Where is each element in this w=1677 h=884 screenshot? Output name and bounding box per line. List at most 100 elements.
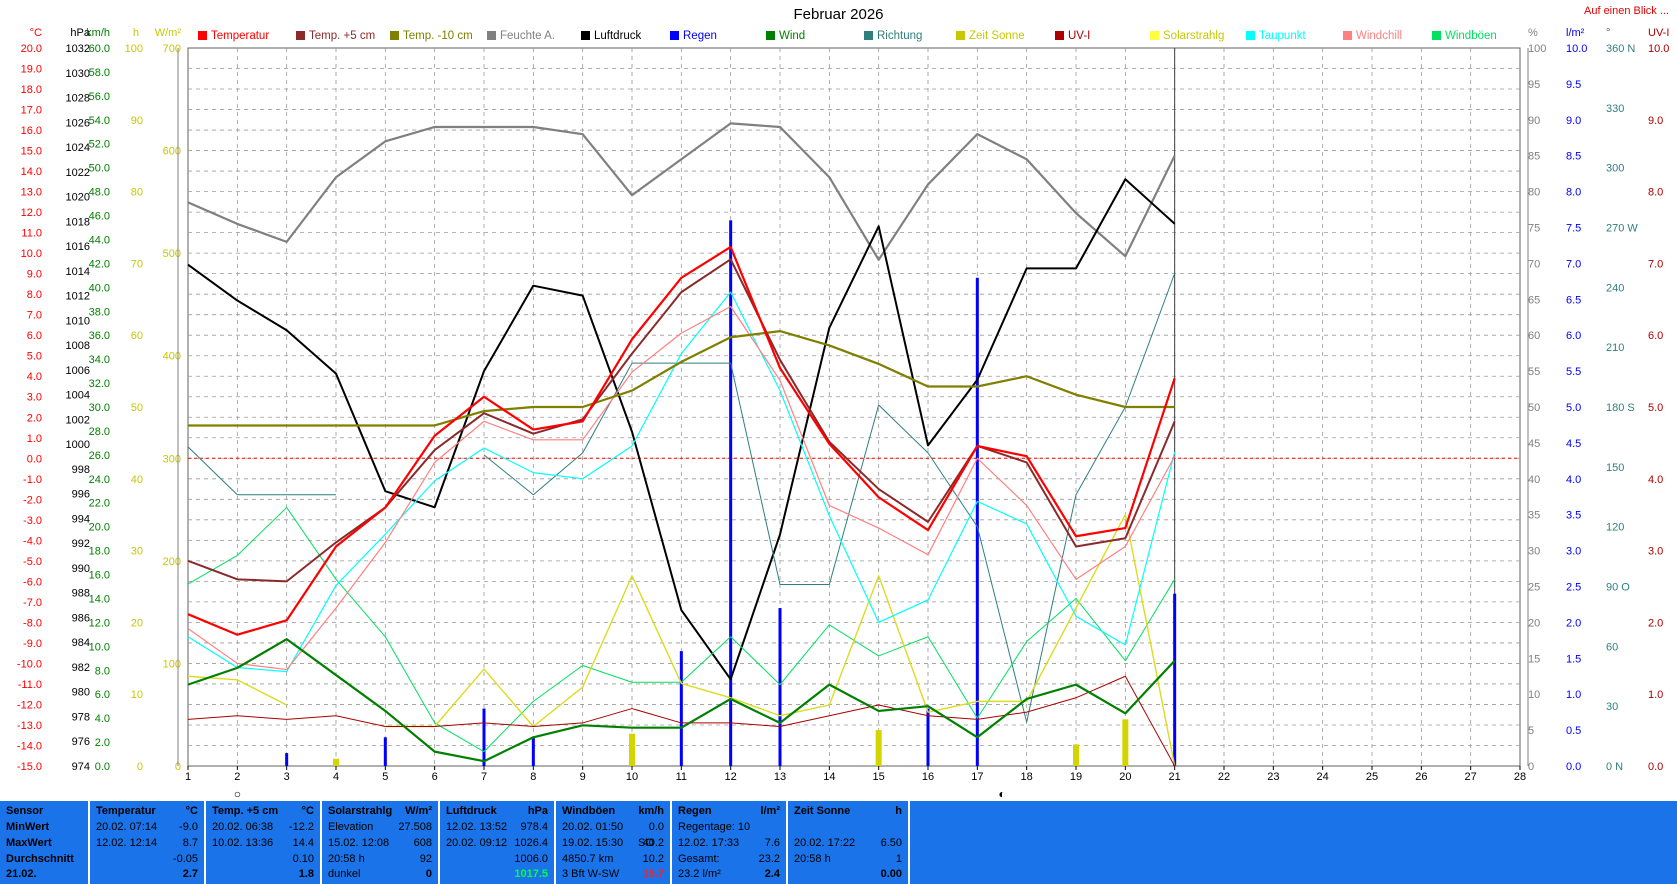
sensor-min-label: MinWert	[6, 821, 50, 833]
legend-label: Windböen	[1445, 30, 1497, 42]
windboeen-unit: km/h	[638, 805, 664, 817]
axis-tick-right: 2.0	[1566, 617, 1581, 629]
axis-tick-left: 11.0	[21, 228, 42, 240]
x-tick-label: 19	[1070, 771, 1082, 783]
sun-bar	[1122, 719, 1129, 766]
axis-unit-left: hPa	[70, 27, 90, 39]
series-line-taupunkt	[187, 291, 1176, 673]
axis-tick-left: -7.0	[23, 597, 42, 609]
axis-tick-left: 100	[163, 658, 181, 670]
x-tick-label: 1	[185, 771, 191, 783]
axis-tick-left: 994	[72, 513, 90, 525]
axis-tick-left: 42.0	[89, 258, 110, 270]
axis-tick-left: 30.0	[89, 402, 110, 414]
axis-unit-right: %	[1528, 27, 1538, 39]
axis-unit-left: W/m²	[155, 27, 182, 39]
luftdruck-unit: hPa	[527, 805, 548, 817]
axis-tick-left: 990	[72, 563, 90, 575]
axis-tick-right: 1.0	[1648, 689, 1663, 701]
legend-label: Windchill	[1356, 30, 1403, 42]
temp5-header: Temp. +5 cm	[212, 805, 279, 817]
solar-elevation-label: Elevation	[328, 821, 374, 833]
sonne-daylength: 20:58 h	[794, 853, 831, 865]
series-line-zeit-sonne	[385, 514, 1176, 767]
legend-item[interactable]: Windchill	[1343, 30, 1402, 42]
temp5-max-value: 14.4	[292, 837, 314, 849]
regen-total-value: 23.2	[758, 853, 780, 865]
legend-item[interactable]: Temperatur	[198, 30, 269, 42]
legend-item[interactable]: Feuchte A.	[487, 30, 555, 42]
axis-tick-right: 75	[1528, 223, 1540, 235]
axis-tick-right: 35	[1528, 510, 1540, 522]
legend-item[interactable]: Luftdruck	[581, 30, 641, 42]
axis-tick-right: 1.5	[1566, 653, 1581, 665]
series-line-uv-i	[187, 675, 1176, 767]
legend-swatch	[670, 31, 679, 40]
legend-label: Solarstrahlg	[1163, 30, 1225, 42]
rain-bar	[679, 651, 683, 766]
axis-tick-left: 0	[137, 761, 143, 773]
x-tick-label: 21	[1169, 771, 1181, 783]
axis-tick-left: 4.0	[95, 713, 110, 725]
regen-current-value: 2.4	[764, 868, 780, 880]
legend-item[interactable]: Solarstrahlg	[1150, 30, 1224, 42]
legend-label: Temp. -10 cm	[403, 30, 473, 42]
legend-label: Regen	[683, 30, 717, 42]
axis-tick-right: 3.5	[1566, 510, 1581, 522]
axis-tick-right: 5.0	[1566, 402, 1581, 414]
axis-tick-left: 2.0	[27, 412, 42, 424]
axis-tick-right: 1.0	[1566, 689, 1581, 701]
axis-tick-right: 90 O	[1606, 582, 1630, 594]
legend-item[interactable]: Taupunkt	[1246, 30, 1306, 42]
axis-tick-right: 0.5	[1566, 725, 1581, 737]
axis-tick-left: 1024	[66, 142, 90, 154]
axis-tick-left: 50.0	[89, 163, 110, 175]
windboeen-header: Windböen	[562, 805, 616, 817]
x-tick-label: 2	[234, 771, 240, 783]
axis-tick-left: 54.0	[89, 115, 110, 127]
windboeen-max-value: 40.2	[642, 837, 664, 849]
axis-tick-left: -9.0	[23, 638, 42, 650]
axis-tick-right: 4.5	[1566, 438, 1581, 450]
regen-max-value: 7.6	[764, 837, 780, 849]
axis-tick-left: 40	[131, 474, 143, 486]
axis-tick-right: 8.5	[1566, 151, 1581, 163]
solar-state: dunkel	[328, 868, 361, 880]
legend-item[interactable]: Richtung	[864, 30, 922, 42]
axis-tick-left: 7.0	[27, 310, 42, 322]
legend-swatch	[1432, 31, 1441, 40]
series-line-temp-5-cm	[187, 258, 1176, 583]
legend-item[interactable]: Regen	[670, 30, 717, 42]
axis-tick-right: 85	[1528, 151, 1540, 163]
axis-tick-left: -13.0	[17, 720, 42, 732]
axis-tick-left: -2.0	[23, 494, 42, 506]
axis-unit-right: UV-I	[1648, 27, 1669, 39]
weather-chart: 1 2 3 4 5 6 7 8 9 10 11 12 13 14 15 16 17 18 19 20 21 22 23 24 2…	[17, 27, 1670, 800]
legend-item[interactable]: Temp. +5 cm	[296, 30, 375, 42]
sensor-avg-label: Durchschnitt	[6, 853, 74, 865]
axis-tick-left: 3.0	[27, 392, 42, 404]
axis-tick-left: 1020	[66, 192, 90, 204]
legend-item[interactable]: Zeit Sonne	[956, 30, 1025, 42]
axis-tick-right: 55	[1528, 366, 1540, 378]
axis-tick-right: 10	[1528, 689, 1540, 701]
axis-tick-right: 0 N	[1606, 761, 1623, 773]
axis-tick-left: -5.0	[23, 556, 42, 568]
legend-swatch	[1246, 31, 1255, 40]
regen-days: Regentage: 10	[678, 821, 751, 833]
axis-tick-left: 34.0	[89, 354, 110, 366]
axis-tick-right: 90	[1528, 115, 1540, 127]
axis-tick-right: 60	[1606, 641, 1618, 653]
legend-item[interactable]: Windböen	[1432, 30, 1497, 42]
legend-item[interactable]: Temp. -10 cm	[390, 30, 473, 42]
at-a-glance-link[interactable]: Auf einen Blick ...	[1584, 5, 1669, 17]
legend-item[interactable]: Wind	[766, 30, 805, 42]
axis-tick-left: -10.0	[17, 658, 42, 670]
legend-swatch	[296, 31, 305, 40]
solar-elevation-value: 27.508	[398, 821, 432, 833]
legend-item[interactable]: UV-I	[1055, 30, 1090, 42]
axis-tick-left: 300	[163, 453, 181, 465]
axis-tick-right: 40	[1528, 474, 1540, 486]
axis-tick-left: 50	[131, 402, 143, 414]
series-line-windchill	[187, 305, 1176, 671]
